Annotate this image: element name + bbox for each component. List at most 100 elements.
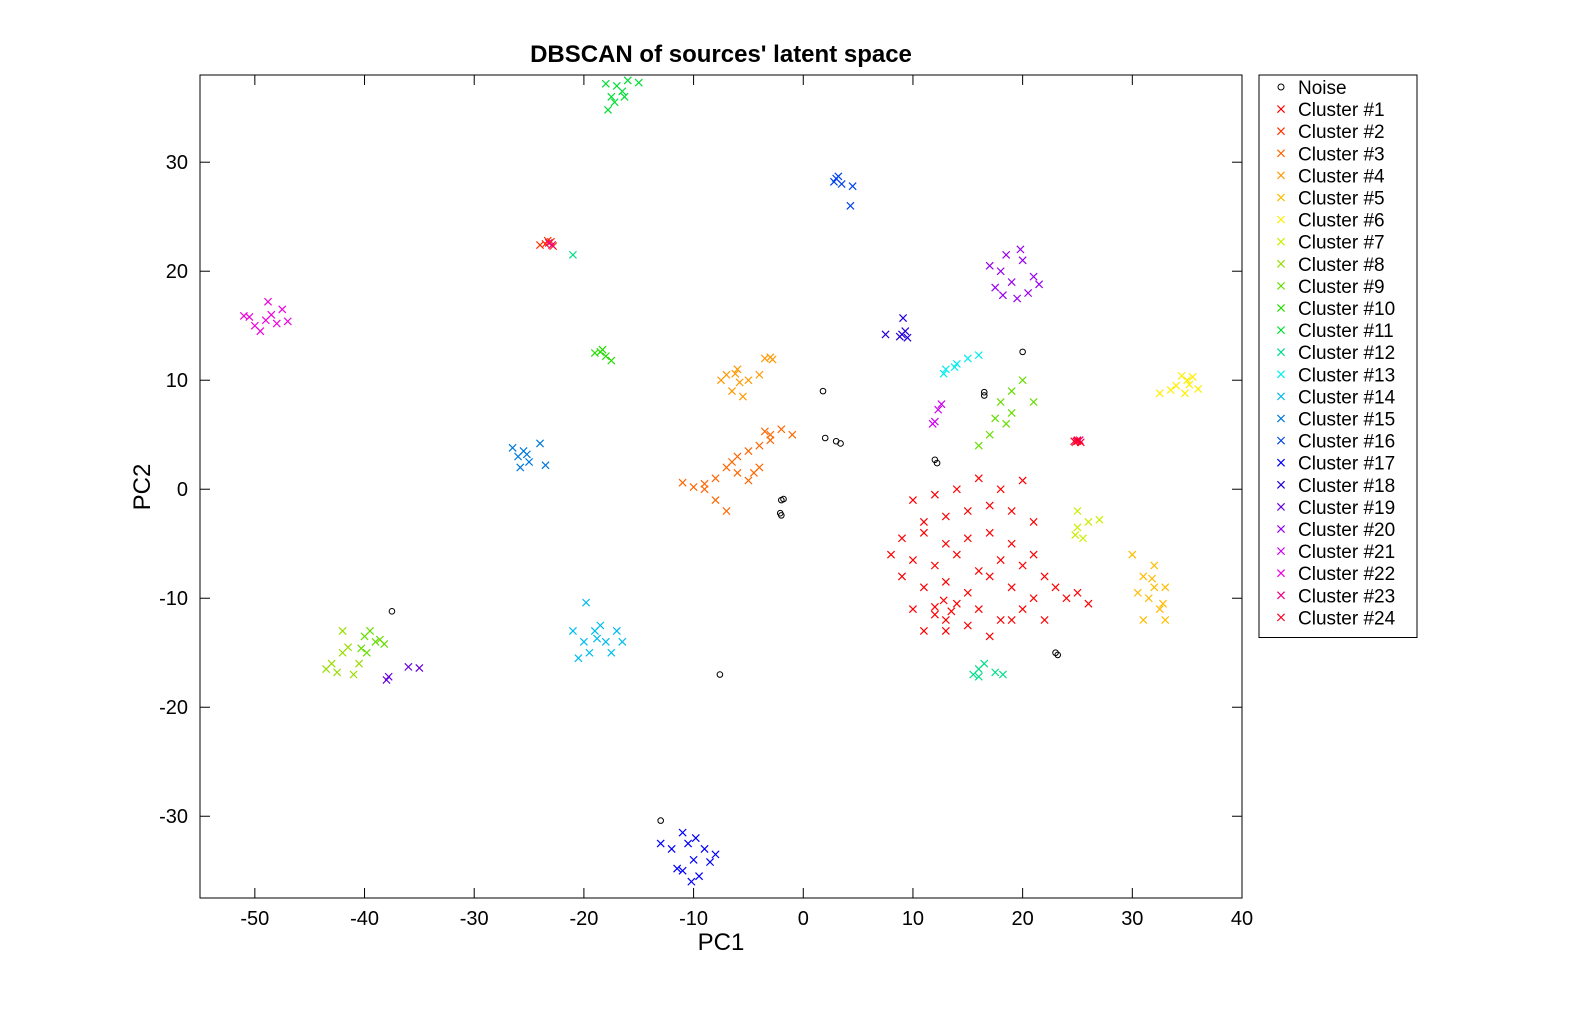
cluster-point — [897, 572, 907, 581]
cluster-point — [985, 528, 994, 537]
cluster-point — [574, 654, 583, 663]
legend-marker — [1276, 171, 1286, 180]
cluster-point — [881, 330, 890, 339]
cluster-point — [777, 425, 786, 434]
cluster-point — [991, 283, 1000, 292]
cluster-point — [278, 305, 287, 314]
legend-marker — [1276, 326, 1286, 335]
cluster-point — [415, 663, 424, 673]
cluster-point — [738, 392, 747, 401]
cluster-point — [899, 314, 908, 323]
cluster-point — [980, 659, 989, 668]
cluster-point — [930, 490, 939, 499]
legend-entry: Cluster #1 — [1298, 100, 1385, 121]
series-17 — [656, 828, 720, 886]
cluster-point — [362, 648, 371, 657]
cluster-point — [947, 607, 956, 616]
cluster-point — [1155, 605, 1164, 614]
x-tick-label: -10 — [679, 908, 708, 930]
cluster-point — [952, 485, 961, 494]
cluster-point — [596, 621, 605, 630]
cluster-point — [1128, 550, 1137, 559]
cluster-point — [678, 866, 687, 875]
cluster-point — [568, 250, 577, 259]
cluster-point — [897, 534, 907, 543]
legend-marker — [1276, 215, 1286, 224]
y-tick-label: 20 — [166, 261, 188, 283]
legend-entry: Cluster #4 — [1298, 166, 1385, 187]
legend-entry: Cluster #10 — [1298, 299, 1395, 320]
cluster-point — [1188, 372, 1197, 381]
noise-point — [1019, 348, 1026, 356]
cluster-point — [788, 430, 797, 439]
cluster-point — [1018, 605, 1027, 614]
cluster-point — [996, 616, 1005, 625]
cluster-point — [1185, 380, 1194, 389]
noise-point — [778, 496, 785, 504]
legend-marker — [1276, 591, 1286, 600]
cluster-point — [974, 566, 983, 576]
cluster-point — [744, 476, 753, 485]
legend-entry: Cluster #17 — [1298, 454, 1395, 475]
cluster-point — [1139, 616, 1148, 625]
legend-marker — [1276, 613, 1286, 622]
cluster-point — [711, 496, 720, 505]
cluster-point — [969, 670, 978, 679]
cluster-point — [706, 858, 715, 867]
cluster-point — [604, 105, 613, 114]
cluster-point — [508, 443, 517, 452]
series-4 — [716, 353, 777, 401]
cluster-point — [1161, 616, 1170, 625]
cluster-point — [535, 241, 545, 250]
legend-entry: Cluster #19 — [1298, 498, 1395, 519]
cluster-point — [516, 463, 525, 472]
cluster-point — [711, 850, 720, 859]
legend-entry: Cluster #24 — [1298, 608, 1396, 629]
noise-point — [931, 456, 939, 464]
cluster-point — [1040, 616, 1049, 625]
cluster-point — [941, 365, 950, 374]
cluster-point — [1007, 278, 1016, 287]
legend-entry: Cluster #12 — [1298, 343, 1395, 364]
cluster-point — [272, 319, 281, 328]
cluster-point — [963, 621, 972, 630]
legend-marker — [1276, 127, 1286, 136]
cluster-point — [371, 637, 380, 646]
cluster-point — [722, 507, 731, 516]
cluster-point — [1070, 437, 1079, 446]
legend-entry: Cluster #18 — [1298, 476, 1395, 497]
legend-entry: Cluster #8 — [1298, 255, 1385, 276]
series-0 — [388, 348, 1062, 824]
cluster-point — [985, 430, 994, 439]
cluster-point — [623, 76, 632, 85]
legend-entry: Cluster #14 — [1298, 387, 1396, 408]
legend-marker — [1276, 259, 1286, 268]
noise-point — [657, 817, 664, 824]
cluster-point — [522, 450, 531, 459]
cluster-point — [1166, 386, 1175, 395]
cluster-point — [744, 447, 753, 456]
cluster-point — [711, 474, 720, 483]
cluster-point — [1148, 574, 1157, 583]
cluster-point — [1029, 397, 1038, 407]
legend-entry: Noise — [1298, 78, 1347, 99]
cluster-point — [618, 87, 627, 96]
legend-entry: Cluster #15 — [1298, 410, 1395, 431]
x-tick-label: 20 — [1012, 908, 1034, 930]
x-tick-label: 40 — [1231, 908, 1253, 930]
legend-entry: Cluster #2 — [1298, 122, 1385, 143]
cluster-point — [384, 672, 393, 681]
legend-entry: Cluster #21 — [1298, 542, 1395, 563]
cluster-point — [1002, 250, 1011, 259]
cluster-point — [919, 583, 928, 592]
cluster-point — [952, 550, 961, 559]
cluster-point — [1007, 539, 1016, 548]
legend-marker — [1276, 458, 1286, 467]
cluster-point — [974, 605, 983, 614]
noise-point — [980, 392, 988, 399]
x-tick-label: -20 — [569, 908, 598, 930]
cluster-point — [590, 348, 599, 357]
cluster-point — [963, 507, 972, 516]
cluster-point — [579, 637, 588, 646]
